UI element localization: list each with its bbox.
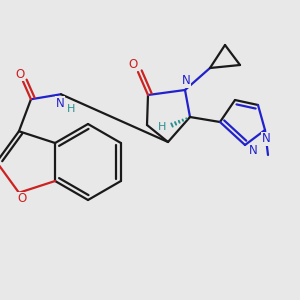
Text: H: H	[67, 104, 75, 114]
Text: N: N	[249, 145, 257, 158]
Text: N: N	[262, 133, 270, 146]
Text: N: N	[182, 74, 190, 88]
Text: O: O	[17, 192, 27, 205]
Text: H: H	[158, 122, 166, 132]
Text: N: N	[56, 97, 64, 110]
Text: O: O	[128, 58, 138, 70]
Text: O: O	[15, 68, 25, 81]
